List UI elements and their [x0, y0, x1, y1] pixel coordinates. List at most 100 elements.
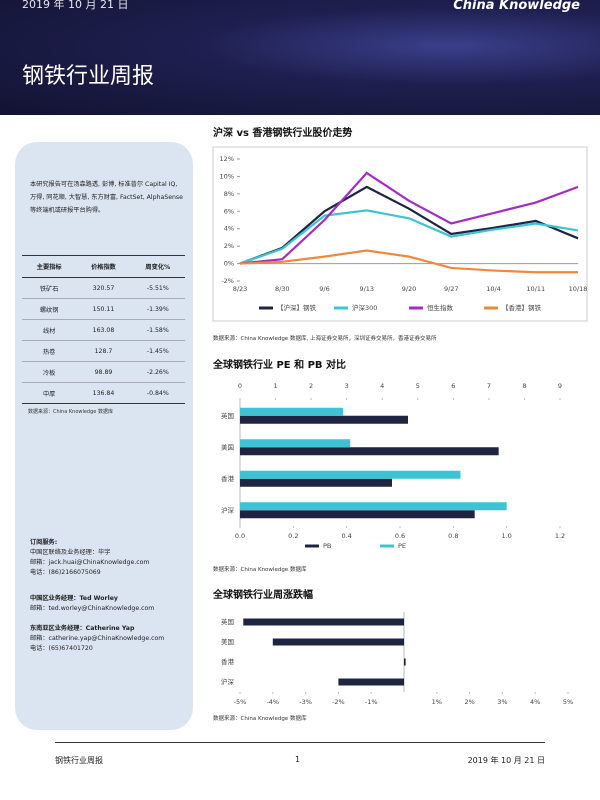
bar — [240, 447, 499, 456]
contact-heading: 中国区业务经理：Ted Worley — [30, 595, 118, 602]
table-cell: 98.89 — [76, 361, 131, 383]
bar — [240, 470, 461, 479]
legend-swatch — [334, 306, 348, 310]
x-tick-label: 8/23 — [233, 285, 248, 293]
legend-swatch — [484, 306, 498, 310]
contact-line: 电话：(86)2166075069 — [30, 569, 101, 576]
x-tick-label: 4% — [530, 698, 540, 706]
x2-tick-label: 5 — [416, 382, 420, 390]
y-tick-label: 0% — [224, 260, 234, 268]
page-number: 1 — [295, 755, 301, 764]
legend-label: PE — [398, 542, 406, 550]
footer-left: 钢铁行业周报 — [55, 756, 103, 765]
x2-tick-label: 0 — [238, 382, 242, 390]
price-table: 主要指标 价格指数 周变化% 铁矿石 320.57 -5.51% 螺纹钢 150.11 -1.… — [22, 255, 185, 404]
contact-line: 邮箱：ted.worley@ChinaKnowledge.com — [30, 605, 155, 612]
table-cell: 铁矿石 — [22, 277, 77, 299]
contact-line: 电话：(65)67401720 — [30, 645, 93, 652]
chart-source: 数据来源：China Knowledge 数据库, 上海证券交易所，深圳证券交易… — [213, 336, 437, 342]
x-tick-label: 9/13 — [359, 285, 374, 293]
x-tick-label: 0.8 — [448, 532, 458, 540]
table-cell: -1.58% — [130, 319, 185, 341]
table-cell: 冷板 — [22, 361, 77, 383]
legend-swatch — [409, 306, 423, 310]
table-cell: -2.26% — [130, 361, 185, 383]
bar — [240, 502, 507, 511]
x-tick-label: 0.4 — [341, 532, 351, 540]
bar — [240, 510, 475, 519]
x-tick-label: 0.0 — [235, 532, 245, 540]
series-line — [239, 209, 579, 265]
y-tick-label: 6% — [224, 207, 234, 215]
table-head: 主要指标 价格指数 周变化% — [22, 255, 185, 278]
footer-rule — [55, 742, 545, 743]
legend-swatch — [380, 544, 394, 548]
x-tick-label: 0.6 — [395, 532, 405, 540]
table-cell: 163.08 — [76, 319, 131, 341]
legend-swatch — [305, 544, 319, 548]
column-header: 价格指数 — [76, 255, 131, 278]
x2-tick-label: 3 — [345, 382, 349, 390]
bar — [240, 407, 344, 416]
header-date: 2019 年 10 月 21 日 — [22, 0, 129, 11]
contact-line: 中国区联络及业务经理：毕宇 — [30, 549, 111, 556]
y-tick-label: -2% — [221, 277, 234, 285]
y-tick-label: 8% — [224, 190, 234, 198]
x-tick-label: 8/30 — [275, 285, 290, 293]
header-row: 主要指标 价格指数 周变化% — [22, 255, 185, 278]
legend-label: 【香港】钢铁 — [502, 303, 542, 312]
legend-label: 恒生指数 — [427, 303, 454, 312]
y-tick-label: 沪深 — [221, 677, 235, 686]
table-row: 中厚 136.84 -0.84% — [22, 382, 185, 404]
legend-label: 沪深300 — [352, 303, 377, 312]
series-line — [239, 171, 579, 265]
y-tick-label: 美国 — [221, 637, 234, 646]
y-tick-label: 英国 — [221, 411, 234, 420]
chart-title: 全球钢铁行业 PE 和 PB 对比 — [213, 360, 347, 371]
x-tick-label: -5% — [234, 698, 247, 706]
y-tick-label: 香港 — [221, 474, 235, 483]
contact-block: 东南亚区业务经理：Catherine Yap 邮箱：catherine.yap@C… — [30, 624, 190, 654]
bar — [338, 678, 404, 686]
y-tick-label: 香港 — [221, 657, 235, 666]
contact-heading: 订阅服务: — [30, 539, 58, 546]
x2-tick-label: 7 — [487, 382, 491, 390]
column-header: 周变化% — [130, 255, 185, 278]
table-cell: 热卷 — [22, 340, 77, 362]
chart-title: 沪深 vs 香港钢铁行业股价走势 — [213, 128, 353, 139]
sidebar — [15, 142, 193, 730]
table-cell: -0.84% — [130, 382, 185, 404]
x-tick-label: 2% — [464, 698, 474, 706]
table-cell: -5.51% — [130, 277, 185, 299]
legend-label: PB — [323, 542, 331, 550]
y-tick-label: 4% — [224, 225, 234, 233]
bar — [243, 618, 404, 626]
bar — [240, 439, 351, 448]
table-row: 线材 163.08 -1.58% — [22, 319, 185, 341]
bar — [240, 415, 408, 424]
y-tick-label: 12% — [220, 155, 234, 163]
legend-swatch — [259, 306, 273, 310]
chart-source: 数据来源：China Knowledge 数据库 — [213, 567, 307, 573]
x2-tick-label: 6 — [451, 382, 455, 390]
contact-block: 订阅服务: 中国区联络及业务经理：毕宇邮箱：jack.huai@ChinaKnow… — [30, 538, 190, 578]
x-tick-label: 9/27 — [444, 285, 459, 293]
chart-source: 数据来源：China Knowledge 数据库 — [213, 716, 307, 722]
table-cell: 螺纹钢 — [22, 298, 77, 320]
table-cell: 320.57 — [76, 277, 131, 299]
chart-title: 全球钢铁行业周涨跌幅 — [213, 590, 313, 601]
column-header: 主要指标 — [22, 255, 77, 278]
table-row: 热卷 128.7 -1.45% — [22, 340, 185, 362]
table-cell: -1.39% — [130, 298, 185, 320]
x-tick-label: -2% — [332, 698, 345, 706]
contact-block: 中国区业务经理：Ted Worley 邮箱：ted.worley@ChinaKno… — [30, 594, 190, 614]
table-cell: -1.45% — [130, 340, 185, 362]
x2-tick-label: 4 — [380, 382, 384, 390]
table-cell: 128.7 — [76, 340, 131, 362]
bar — [272, 638, 404, 646]
y-tick-label: 沪深 — [221, 505, 235, 514]
contact-line: 邮箱：jack.huai@ChinaKnowledge.com — [30, 559, 150, 566]
footer-right: 2019 年 10 月 21 日 — [467, 756, 545, 765]
